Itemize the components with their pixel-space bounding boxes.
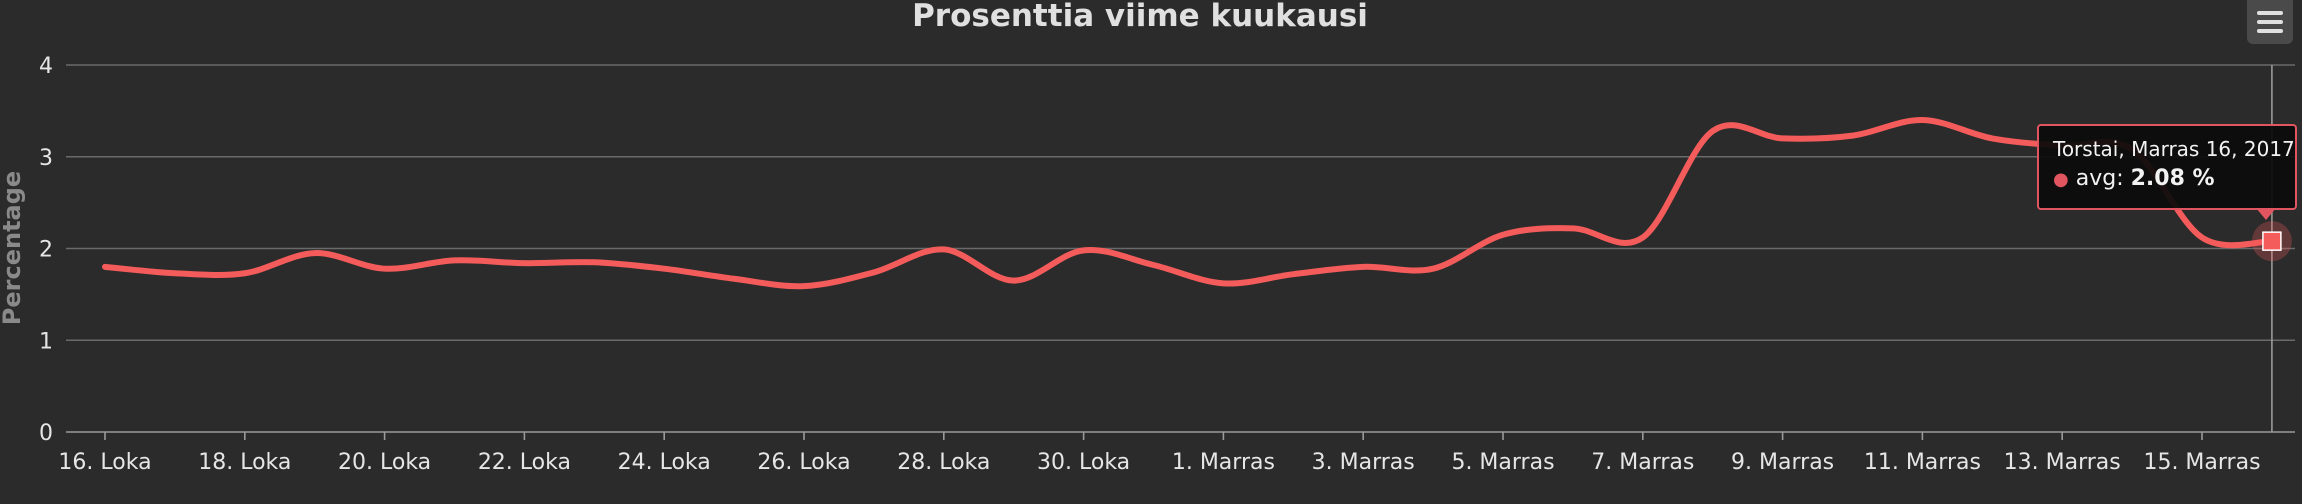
x-tick-label: 26. Loka bbox=[757, 450, 850, 475]
y-tick-label: 2 bbox=[39, 238, 53, 263]
chart-menu-button[interactable] bbox=[2247, 0, 2293, 44]
x-tick-label: 18. Loka bbox=[198, 450, 291, 475]
tooltip-series-label: avg bbox=[2075, 166, 2117, 191]
x-tick-label: 5. Marras bbox=[1451, 450, 1554, 475]
tooltip-value: 2.08 % bbox=[2130, 166, 2215, 191]
x-tick-label: 11. Marras bbox=[1864, 450, 1981, 475]
x-tick-labels: 16. Loka 18. Loka 20. Loka 22. Loka 24. Loka… bbox=[58, 432, 2261, 475]
y-tick-label: 3 bbox=[39, 146, 53, 171]
tooltip-row: ● avg: 2.08 % bbox=[2053, 162, 2281, 197]
series-line-avg bbox=[102, 117, 2275, 290]
data-tooltip: Torstai, Marras 16, 2017 ● avg: 2.08 % bbox=[2037, 124, 2297, 210]
x-tick-label: 15. Marras bbox=[2143, 450, 2260, 475]
y-tick-label: 4 bbox=[39, 54, 53, 79]
hamburger-icon bbox=[2257, 20, 2283, 24]
tooltip-pointer bbox=[2256, 208, 2276, 220]
x-tick-label: 28. Loka bbox=[897, 450, 990, 475]
tooltip-colon: : bbox=[2116, 166, 2131, 191]
x-tick-label: 13. Marras bbox=[2004, 450, 2121, 475]
x-tick-label: 3. Marras bbox=[1312, 450, 1415, 475]
x-tick-label: 24. Loka bbox=[618, 450, 711, 475]
series-layer bbox=[102, 117, 2275, 290]
tooltip-header: Torstai, Marras 16, 2017 bbox=[2053, 137, 2295, 161]
y-axis-label: Percentage bbox=[0, 171, 26, 325]
grid-lines bbox=[66, 64, 2295, 433]
hover-point-marker[interactable] bbox=[2262, 231, 2282, 251]
x-tick-label: 7. Marras bbox=[1591, 450, 1694, 475]
y-tick-label: 1 bbox=[39, 329, 53, 354]
hamburger-icon bbox=[2257, 29, 2283, 33]
x-tick-label: 30. Loka bbox=[1037, 450, 1130, 475]
x-tick-label: 1. Marras bbox=[1172, 450, 1275, 475]
x-tick-label: 20. Loka bbox=[338, 450, 431, 475]
chart-title: Prosenttia viime kuukausi bbox=[912, 0, 1368, 34]
hamburger-icon bbox=[2257, 11, 2283, 15]
series-dot-icon: ● bbox=[2053, 169, 2069, 190]
y-tick-labels: 0 1 2 3 4 bbox=[39, 54, 53, 446]
x-tick-label: 22. Loka bbox=[478, 450, 571, 475]
x-tick-label: 9. Marras bbox=[1731, 450, 1834, 475]
y-tick-label: 0 bbox=[39, 421, 53, 446]
x-tick-label: 16. Loka bbox=[58, 450, 151, 475]
